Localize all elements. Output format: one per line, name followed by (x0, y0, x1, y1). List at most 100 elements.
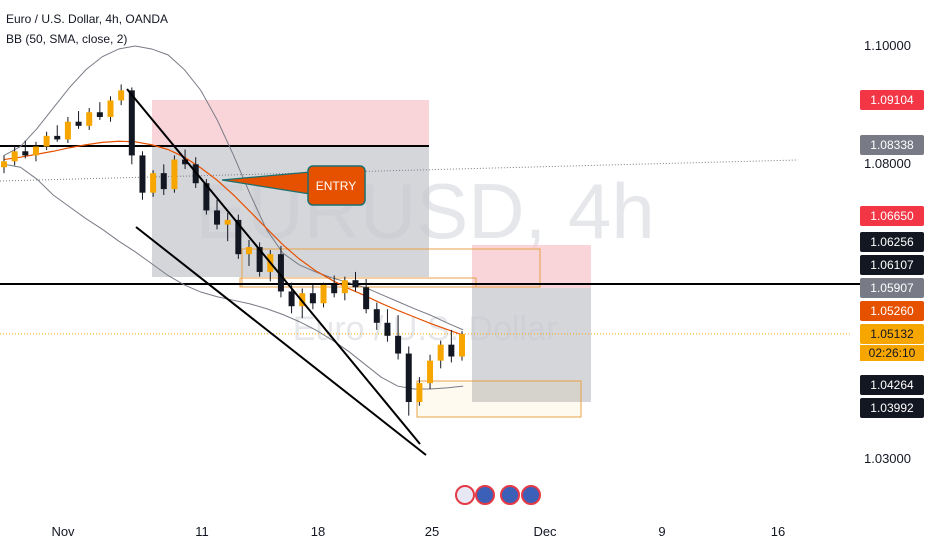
candle-countdown: 02:26:10 (860, 345, 924, 361)
price-badge: 1.06256 (860, 232, 924, 252)
time-tick-label: Nov (51, 524, 75, 539)
candle-body (64, 121, 71, 140)
time-tick-label: 11 (195, 524, 209, 539)
candle (331, 275, 338, 298)
entry-callout: ENTRY (221, 165, 366, 206)
candle-body (75, 121, 82, 126)
candle (405, 346, 412, 416)
wedge-lower-line (135, 226, 427, 456)
candle-body (437, 344, 444, 361)
candle (245, 239, 252, 267)
entry-callout-label: ENTRY (316, 179, 356, 193)
price-badge: 1.08338 (860, 135, 924, 155)
price-tick-label: 1.10000 (864, 38, 911, 53)
bollinger-lower-band (3, 163, 464, 390)
candle-body (331, 284, 338, 294)
candle (128, 87, 135, 165)
price-badge: 1.05260 (860, 301, 924, 321)
candle (171, 155, 178, 193)
candle-body (320, 284, 327, 304)
price-badge: 1.03992 (860, 398, 924, 418)
candle-body (459, 334, 465, 357)
economic-events (455, 485, 541, 505)
symbol-legend[interactable]: Euro / U.S. Dollar, 4h, OANDA (6, 12, 169, 26)
event-flag-icon (475, 485, 495, 505)
price-badge: 1.06107 (860, 255, 924, 275)
candle (86, 108, 93, 130)
candle (22, 140, 29, 159)
candle-body (128, 90, 135, 156)
candle (352, 271, 359, 292)
candle (256, 242, 263, 277)
candle-body (235, 219, 242, 255)
event-flag-icon (500, 485, 520, 505)
candle-body (405, 353, 412, 403)
candle-body (22, 151, 29, 156)
dotted-trendline (0, 159, 799, 182)
candle (395, 315, 402, 360)
candle-body (309, 293, 316, 304)
price-badge: 1.05907 (860, 278, 924, 298)
candle (43, 131, 50, 151)
event-flag-icon (521, 485, 541, 505)
candle (427, 354, 434, 390)
candle (118, 84, 125, 106)
time-tick-label: Dec (533, 524, 557, 539)
stop-loss-zone-2 (472, 245, 591, 288)
candle (1, 155, 7, 174)
candle-body (245, 247, 252, 255)
candle (32, 141, 39, 162)
candle-body (395, 335, 402, 354)
candle (224, 212, 231, 242)
price-tick-label: 1.03000 (864, 451, 911, 466)
candle-body (203, 183, 210, 211)
candle (416, 377, 423, 406)
candle-body (341, 280, 348, 294)
candle-body (363, 287, 370, 310)
candle (75, 111, 82, 129)
price-badge: 1.05132 (860, 324, 924, 344)
candle (277, 245, 284, 298)
bollinger-basis (3, 140, 464, 336)
indicator-legend[interactable]: BB (50, SMA, close, 2) (6, 32, 128, 46)
target-zone-2 (472, 288, 591, 402)
candle-body (86, 112, 93, 126)
candle-body (373, 309, 380, 323)
wedge-upper-line (126, 88, 421, 445)
candle-body (118, 90, 125, 101)
candle-body (224, 219, 231, 225)
candle (150, 170, 157, 197)
candle (64, 116, 71, 143)
candle-body (384, 322, 391, 336)
time-tick-label: 25 (424, 524, 440, 539)
candle-body (288, 291, 295, 307)
candle-body (427, 360, 434, 384)
candle (235, 214, 242, 259)
candle (384, 309, 391, 342)
candle (437, 340, 444, 369)
candle-body (139, 155, 146, 193)
candle (299, 288, 306, 319)
event-flag-icon (455, 485, 475, 505)
candle-body (182, 159, 189, 165)
candle (139, 151, 146, 200)
candle (96, 102, 103, 120)
candle-body (171, 159, 178, 190)
price-badge: 1.06650 (860, 206, 924, 226)
entry-callout-box (307, 165, 366, 206)
price-badge: 1.04264 (860, 375, 924, 395)
candle (320, 282, 327, 308)
candle-body (54, 135, 61, 140)
candle-body (1, 161, 7, 168)
candle-body (448, 344, 455, 357)
candle (448, 329, 455, 363)
entry-box-lower (416, 380, 582, 418)
candle-body (416, 383, 423, 403)
candle (341, 276, 348, 301)
stop-loss-zone (152, 100, 429, 146)
candle (54, 125, 61, 142)
candle (373, 302, 380, 330)
price-tick-label: 1.08000 (864, 156, 911, 171)
candle-body (150, 173, 157, 193)
